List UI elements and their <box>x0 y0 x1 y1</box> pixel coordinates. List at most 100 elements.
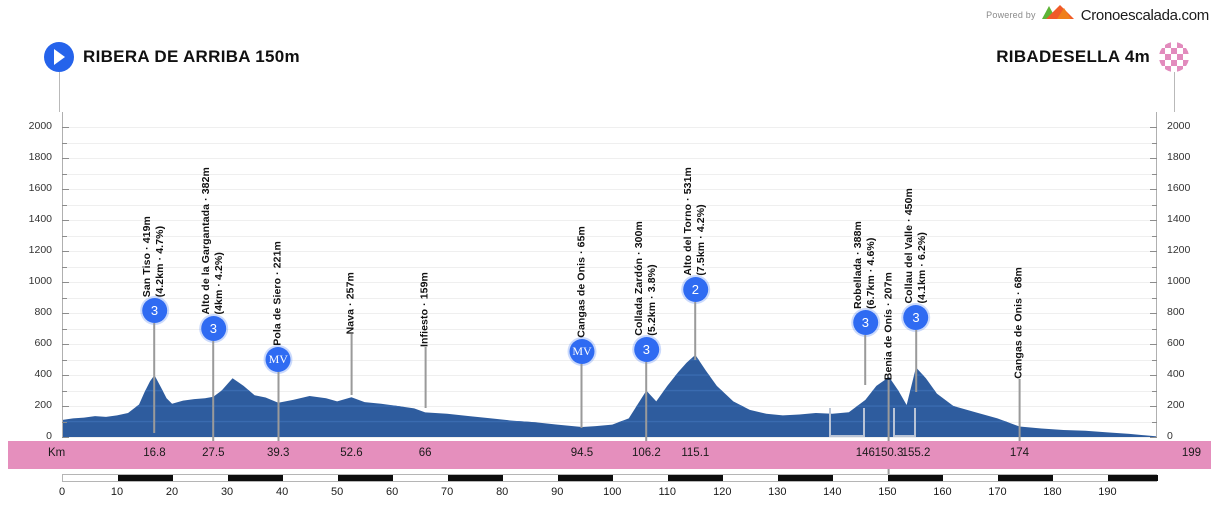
ruler-segment <box>558 475 614 481</box>
y-tick <box>62 173 67 175</box>
gridline <box>62 421 1157 423</box>
y-axis-label-left: 600 <box>34 337 52 350</box>
y-tick <box>1152 359 1157 361</box>
y-axis-label-left: 1600 <box>28 182 52 195</box>
elevation-band-lines <box>62 358 1157 423</box>
y-tick <box>62 406 69 408</box>
ruler-tick-label: 90 <box>551 486 564 498</box>
y-axis-label-right: 2000 <box>1167 120 1191 133</box>
checkered-flag-icon <box>1159 42 1189 72</box>
ruler-segment <box>338 475 394 481</box>
gridline <box>62 297 1157 299</box>
y-tick <box>62 220 69 222</box>
y-tick <box>1150 406 1157 408</box>
km-distance-bar: Km 16.8 27.5 39.3 52.6 66 94.5 106.2 115.1 146 150… <box>8 441 1211 469</box>
ruler-tick-label: 180 <box>1043 486 1062 498</box>
y-tick <box>62 375 69 377</box>
y-tick <box>1152 328 1157 330</box>
y-axis-label-left: 200 <box>34 399 52 412</box>
km-bar-label: 106.2 <box>631 447 661 459</box>
gridline <box>62 344 1157 346</box>
km-bar-label: 27.5 <box>202 447 225 459</box>
gridline <box>62 266 1157 268</box>
y-axis-label-right: 1000 <box>1167 275 1191 288</box>
ruler-tick-label: 20 <box>165 486 179 498</box>
gridline <box>62 189 1157 191</box>
y-tick <box>1150 251 1157 253</box>
y-axis-left <box>62 112 63 437</box>
y-tick <box>1152 235 1157 237</box>
y-tick <box>62 344 69 346</box>
km-bar-label: 174 <box>1009 447 1030 459</box>
y-axis-label-right: 1800 <box>1167 151 1191 164</box>
play-circle-icon <box>44 42 74 72</box>
km-bar-label: 66 <box>418 447 432 459</box>
gridline <box>62 204 1157 206</box>
ruler-tick-label: 80 <box>496 486 509 498</box>
ruler-tick-label: 100 <box>603 486 622 498</box>
y-tick <box>1150 437 1157 438</box>
ruler-tick-label: 30 <box>220 486 234 498</box>
ruler-tick-label: 160 <box>933 486 952 498</box>
km-bar-label: 16.8 <box>143 447 166 459</box>
powered-by-text: Powered by <box>986 10 1036 20</box>
y-tick <box>62 437 69 438</box>
km-bar-label: 94.5 <box>570 447 594 459</box>
powered-by-credit: Powered by Cronoescalada.com <box>986 5 1209 25</box>
gridline <box>62 406 1157 408</box>
finish-town-name: RIBADESELLA 4m <box>996 47 1150 66</box>
y-tick <box>62 142 67 144</box>
y-axis-label-left: 400 <box>34 368 52 381</box>
ruler-segment <box>888 475 944 481</box>
y-tick <box>62 204 67 206</box>
gridline <box>62 359 1157 361</box>
gridline <box>62 220 1157 222</box>
y-axis-label-right: 800 <box>1167 306 1185 319</box>
ruler-tick-label: 50 <box>331 486 344 498</box>
gridline <box>62 158 1157 160</box>
start-town-name: RIBERA DE ARRIBA 150m <box>83 47 300 66</box>
y-tick <box>1152 390 1157 392</box>
y-axis-label-left: 800 <box>34 306 52 319</box>
ruler-tick-label: 190 <box>1098 486 1117 498</box>
y-axis-label-left: 1400 <box>28 213 52 226</box>
y-axis-label-right: 1600 <box>1167 182 1191 195</box>
gridline <box>62 282 1157 284</box>
y-tick <box>1152 297 1157 299</box>
ruler-tick-label: 40 <box>275 486 289 498</box>
elevation-profile-chart: 0 0 200 200 400 400 600 600 800 800 1000 1000 1200 12… <box>29 112 1190 477</box>
y-tick <box>1152 204 1157 206</box>
km-bar-label: 150.3 <box>874 447 904 459</box>
y-tick <box>1152 421 1157 423</box>
ruler-tick-label: 170 <box>988 486 1007 498</box>
km-bar-label: 199 <box>1181 447 1201 459</box>
climb-bracket <box>893 407 916 437</box>
y-axis-label-left: 1200 <box>28 244 52 257</box>
y-tick <box>1150 375 1157 377</box>
ruler-segment <box>448 475 504 481</box>
km-bar-label: 115.1 <box>681 447 710 459</box>
y-tick <box>62 390 67 392</box>
y-axis-label-right: 0 <box>1167 430 1173 442</box>
km-bar-label: 52.6 <box>340 447 363 459</box>
gridline <box>62 313 1157 315</box>
km-bar-label: 39.3 <box>267 447 290 459</box>
km-bar-label: Km <box>48 447 66 459</box>
gridline <box>62 390 1157 392</box>
y-tick <box>62 266 67 268</box>
y-axis-label-left: 2000 <box>28 120 52 133</box>
y-axis-label-right: 400 <box>1167 368 1185 381</box>
gridline <box>62 328 1157 330</box>
y-tick <box>1150 313 1157 315</box>
ruler-tick-label: 130 <box>768 486 787 498</box>
ruler-segment <box>998 475 1054 481</box>
gridline <box>62 173 1157 175</box>
y-tick <box>62 235 67 237</box>
cronoescalada-logo-icon <box>1041 5 1075 25</box>
y-tick <box>62 251 69 253</box>
ruler-segment <box>778 475 834 481</box>
y-tick <box>62 282 69 284</box>
y-tick <box>1150 158 1157 160</box>
gridline <box>62 251 1157 253</box>
finish-marker-stem <box>1174 72 1175 112</box>
